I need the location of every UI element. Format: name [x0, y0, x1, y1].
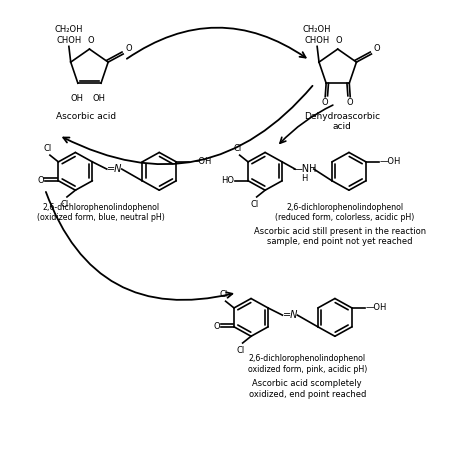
Text: Ascorbic acid scompletely
oxidized, end point reached: Ascorbic acid scompletely oxidized, end … [248, 379, 366, 399]
Text: Cl: Cl [251, 200, 259, 209]
Text: Cl: Cl [61, 200, 69, 209]
Text: Dehydroascorbic
acid: Dehydroascorbic acid [304, 112, 381, 131]
Text: O: O [335, 36, 342, 46]
Text: —OH: —OH [366, 303, 387, 313]
Text: OH: OH [71, 95, 83, 103]
Text: Cl: Cl [219, 290, 228, 299]
Text: O: O [37, 176, 44, 185]
Text: Cl: Cl [237, 346, 245, 355]
Text: —OH: —OH [380, 157, 401, 167]
Text: 2,6-dichlorophenolindophenol
oxidized form, pink, acidic pH): 2,6-dichlorophenolindophenol oxidized fo… [247, 354, 367, 374]
Text: Ascorbic acid still present in the reaction
sample, end point not yet reached: Ascorbic acid still present in the react… [254, 227, 426, 246]
Text: O: O [374, 44, 380, 53]
Text: CH₂OH: CH₂OH [55, 25, 83, 34]
Text: Cl: Cl [234, 144, 242, 153]
Text: Cl: Cl [44, 144, 52, 153]
Text: —NH: —NH [292, 164, 317, 174]
Text: 2,6-dichlorophenolindophenol
(reduced form, colorless, acidic pH): 2,6-dichlorophenolindophenol (reduced fo… [275, 203, 414, 222]
Text: CHOH: CHOH [56, 36, 82, 46]
Text: OH: OH [92, 95, 105, 103]
Text: =N: =N [283, 310, 298, 320]
Text: O: O [213, 322, 220, 331]
Text: 2,6-dichlorophenolindophenol
(oxidized form, blue, neutral pH): 2,6-dichlorophenolindophenol (oxidized f… [37, 203, 165, 222]
Text: =N: =N [107, 164, 122, 174]
Text: O: O [322, 98, 328, 106]
Text: O: O [125, 44, 132, 53]
Text: CH₂OH: CH₂OH [303, 25, 331, 34]
Text: CHOH: CHOH [304, 36, 330, 46]
Text: O: O [87, 36, 94, 46]
Text: HO: HO [221, 176, 234, 185]
Text: O: O [347, 98, 354, 106]
Text: Ascorbic acid: Ascorbic acid [55, 112, 116, 121]
Text: H: H [301, 173, 308, 182]
Text: —OH: —OH [191, 157, 212, 167]
